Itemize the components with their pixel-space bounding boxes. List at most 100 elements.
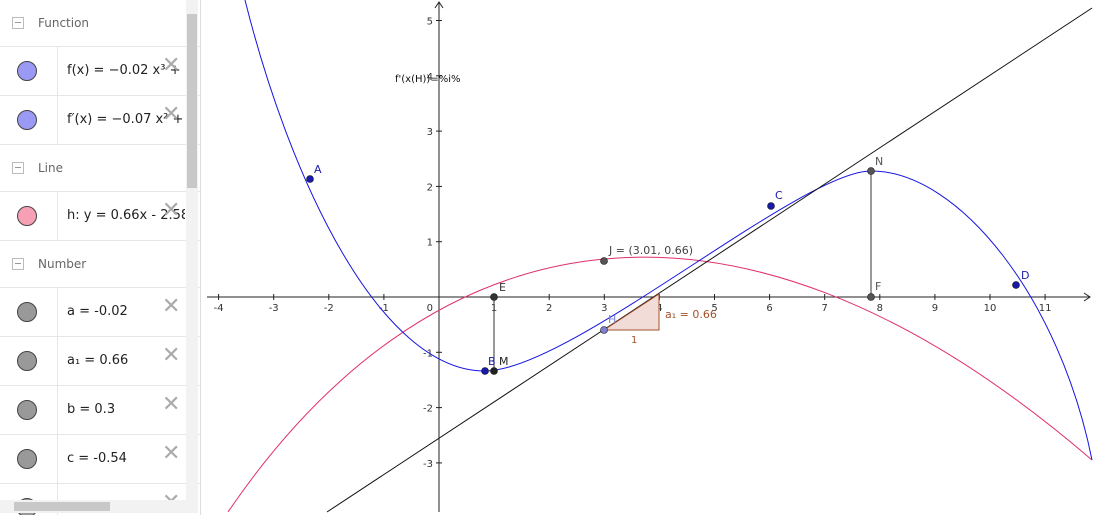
point[interactable] (867, 293, 875, 301)
point[interactable] (1012, 281, 1020, 289)
section-title: Line (38, 161, 64, 175)
algebra-view: Function f(x) = −0.02 x³ + 0.3 x² − 0.54 … (0, 0, 201, 515)
point[interactable] (767, 202, 775, 210)
x-tick-label: 5 (711, 303, 717, 314)
collapse-toggle[interactable] (12, 17, 24, 29)
algebra-row[interactable]: a = -0.02 ✕ (0, 288, 200, 337)
section-header: Function (0, 0, 200, 47)
row-icon-cell (0, 435, 58, 483)
section-header: Number (0, 241, 200, 288)
algebra-row[interactable]: f(x) = −0.02 x³ + 0.3 x² − 0.54 x − 1✕ (0, 47, 200, 96)
x-arrow (1083, 292, 1091, 302)
point[interactable] (600, 326, 608, 334)
section-title: Number (38, 257, 87, 271)
v-scrollbar[interactable] (186, 0, 198, 500)
point[interactable] (490, 293, 498, 301)
y-tick-label: 3 (427, 127, 433, 138)
delete-button[interactable]: ✕ (162, 343, 181, 368)
x-tick-label: -3 (269, 303, 279, 314)
x-tick-label: 9 (932, 303, 938, 314)
algebra-row[interactable]: f′(x) = −0.07 x² + 0.6 x − 0.54✕ (0, 96, 200, 145)
point-label: M (499, 355, 509, 368)
y-tick-label: 4 (427, 72, 433, 83)
point-label: C (775, 189, 783, 202)
algebra-row[interactable]: c = -0.54 ✕ (0, 435, 200, 484)
algebra-row[interactable]: b = 0.3 ✕ (0, 386, 200, 435)
slope-run-label: 1 (631, 335, 637, 346)
delete-button[interactable]: ✕ (162, 198, 181, 223)
row-icon-cell (0, 192, 58, 240)
y-tick-label: -1 (423, 348, 433, 359)
algebra-row[interactable]: h: y = 0.66x - 2.58 ✕ (0, 192, 200, 241)
algebra-text: a = -0.02 (67, 304, 128, 319)
visibility-toggle[interactable] (17, 400, 37, 420)
delete-button[interactable]: ✕ (162, 53, 181, 78)
algebra-row[interactable]: a₁ = 0.66 ✕ (0, 337, 200, 386)
visibility-toggle[interactable] (17, 302, 37, 322)
visibility-toggle[interactable] (17, 351, 37, 371)
point-label: D (1021, 269, 1029, 282)
algebra-text: f′(x) = −0.07 x² + 0.6 x − 0.54 (67, 112, 185, 127)
row-icon-cell (0, 288, 58, 336)
algebra-text: b = 0.3 (67, 402, 116, 417)
row-icon-cell (0, 47, 58, 95)
algebra-text: a₁ = 0.66 (67, 353, 129, 368)
algebra-text: h: y = 0.66x - 2.58 (67, 208, 185, 223)
x-tick-label: 8 (877, 303, 883, 314)
visibility-toggle[interactable] (17, 61, 37, 81)
x-tick-label: -4 (214, 303, 224, 314)
v-thumb[interactable] (187, 14, 197, 188)
delete-button[interactable]: ✕ (162, 102, 181, 127)
point[interactable] (306, 175, 314, 183)
point[interactable] (490, 367, 498, 375)
line-h (326, 7, 1093, 513)
y-tick-label: -2 (423, 404, 433, 415)
x-tick-label: 6 (766, 303, 772, 314)
h-thumb[interactable] (14, 502, 110, 511)
h-scrollbar[interactable] (0, 500, 198, 513)
y-tick-label: 5 (427, 17, 433, 28)
point[interactable] (481, 367, 489, 375)
point-label: E (499, 281, 506, 294)
slope-label: a₁ = 0.66 (665, 308, 717, 321)
x-tick-label: 11 (1039, 303, 1052, 314)
point-label: J = (3.01, 0.66) (608, 244, 693, 257)
delete-button[interactable]: ✕ (162, 294, 181, 319)
collapse-toggle[interactable] (12, 258, 24, 270)
y-tick-label: 1 (427, 238, 433, 249)
point-label: N (875, 155, 883, 168)
visibility-toggle[interactable] (17, 449, 37, 469)
x-tick-label: 7 (822, 303, 828, 314)
slope-triangle (602, 293, 660, 331)
point[interactable] (600, 257, 608, 265)
x-tick-label: 3 (601, 303, 607, 314)
row-icon-cell (0, 386, 58, 434)
y-arrow (434, 1, 444, 9)
delete-button[interactable]: ✕ (162, 441, 181, 466)
delete-button[interactable]: ✕ (162, 392, 181, 417)
x-tick-label: -1 (379, 303, 389, 314)
row-icon-cell (0, 337, 58, 385)
algebra-text: c = -0.54 (67, 451, 127, 466)
point-label: B (488, 355, 496, 368)
function-curve (244, 0, 1093, 461)
point-label: F (875, 280, 881, 293)
point-label: H (608, 313, 616, 326)
algebra-text: f(x) = −0.02 x³ + 0.3 x² − 0.54 x − 1 (67, 63, 185, 78)
y-tick-label: 2 (427, 182, 433, 193)
text-object: f'(x(H))=%i% (395, 74, 460, 85)
row-icon-cell (0, 96, 58, 144)
visibility-toggle[interactable] (17, 110, 37, 130)
point[interactable] (867, 167, 875, 175)
x-tick-label: -2 (324, 303, 334, 314)
collapse-toggle[interactable] (12, 162, 24, 174)
section-header: Line (0, 145, 200, 192)
derivative-curve (227, 256, 1093, 513)
y-tick-label: -3 (423, 459, 433, 470)
visibility-toggle[interactable] (17, 206, 37, 226)
x-tick-label: 2 (546, 303, 552, 314)
x-tick-label: 10 (984, 303, 997, 314)
origin-label: 0 (427, 303, 433, 314)
